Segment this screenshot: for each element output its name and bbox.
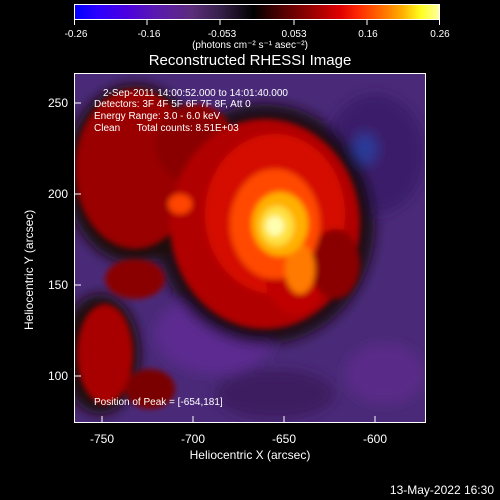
rhessi-image: [75, 74, 425, 422]
colorbar-tick-label: 0.16: [358, 29, 378, 40]
colorbar-tick-label: -0.053: [207, 29, 237, 40]
y-tick-label: 200: [47, 187, 68, 201]
colorbar-ticks: [74, 20, 440, 25]
x-tick-label: -650: [271, 432, 297, 446]
time-range-label: 2-Sep-2011 14:00:52.000 to 14:01:40.000: [103, 88, 288, 99]
x-tick-label: -750: [89, 432, 115, 446]
detectors-label: Detectors: 3F 4F 5F 6F 7F 8F, Att 0: [94, 99, 251, 110]
footer-date: 13-May-2022 16:30: [389, 483, 494, 497]
peak-position-label: Position of Peak = [-654,181]: [94, 397, 223, 408]
colorbar-tick-label: -0.16: [137, 29, 161, 40]
image-title: Reconstructed RHESSI Image: [148, 52, 352, 69]
y-tick-label: 250: [47, 96, 68, 110]
colorbar-units: (photons cm⁻² s⁻¹ asec⁻²): [192, 40, 308, 51]
energy-range-label: Energy Range: 3.0 - 6.0 keV: [94, 111, 221, 122]
x-tick-label: -700: [180, 432, 206, 446]
colorbar-tick-label: -0.26: [64, 29, 88, 40]
y-axis-label: Heliocentric Y (arcsec): [22, 209, 36, 330]
x-tick-label: -600: [362, 432, 388, 446]
colorbar-tick-label: 0.053: [281, 29, 307, 40]
solar-image-plot: 2-Sep-2011 14:00:52.000 to 14:01:40.000 …: [74, 73, 426, 423]
x-axis-label: Heliocentric X (arcsec): [189, 448, 311, 462]
clean-counts-label: Clean Total counts: 8.51E+03: [94, 123, 239, 134]
colorbar: [74, 4, 440, 20]
y-tick-label: 100: [47, 369, 68, 383]
y-tick-label: 150: [47, 278, 68, 292]
colorbar-tick-label: 0.26: [430, 29, 450, 40]
